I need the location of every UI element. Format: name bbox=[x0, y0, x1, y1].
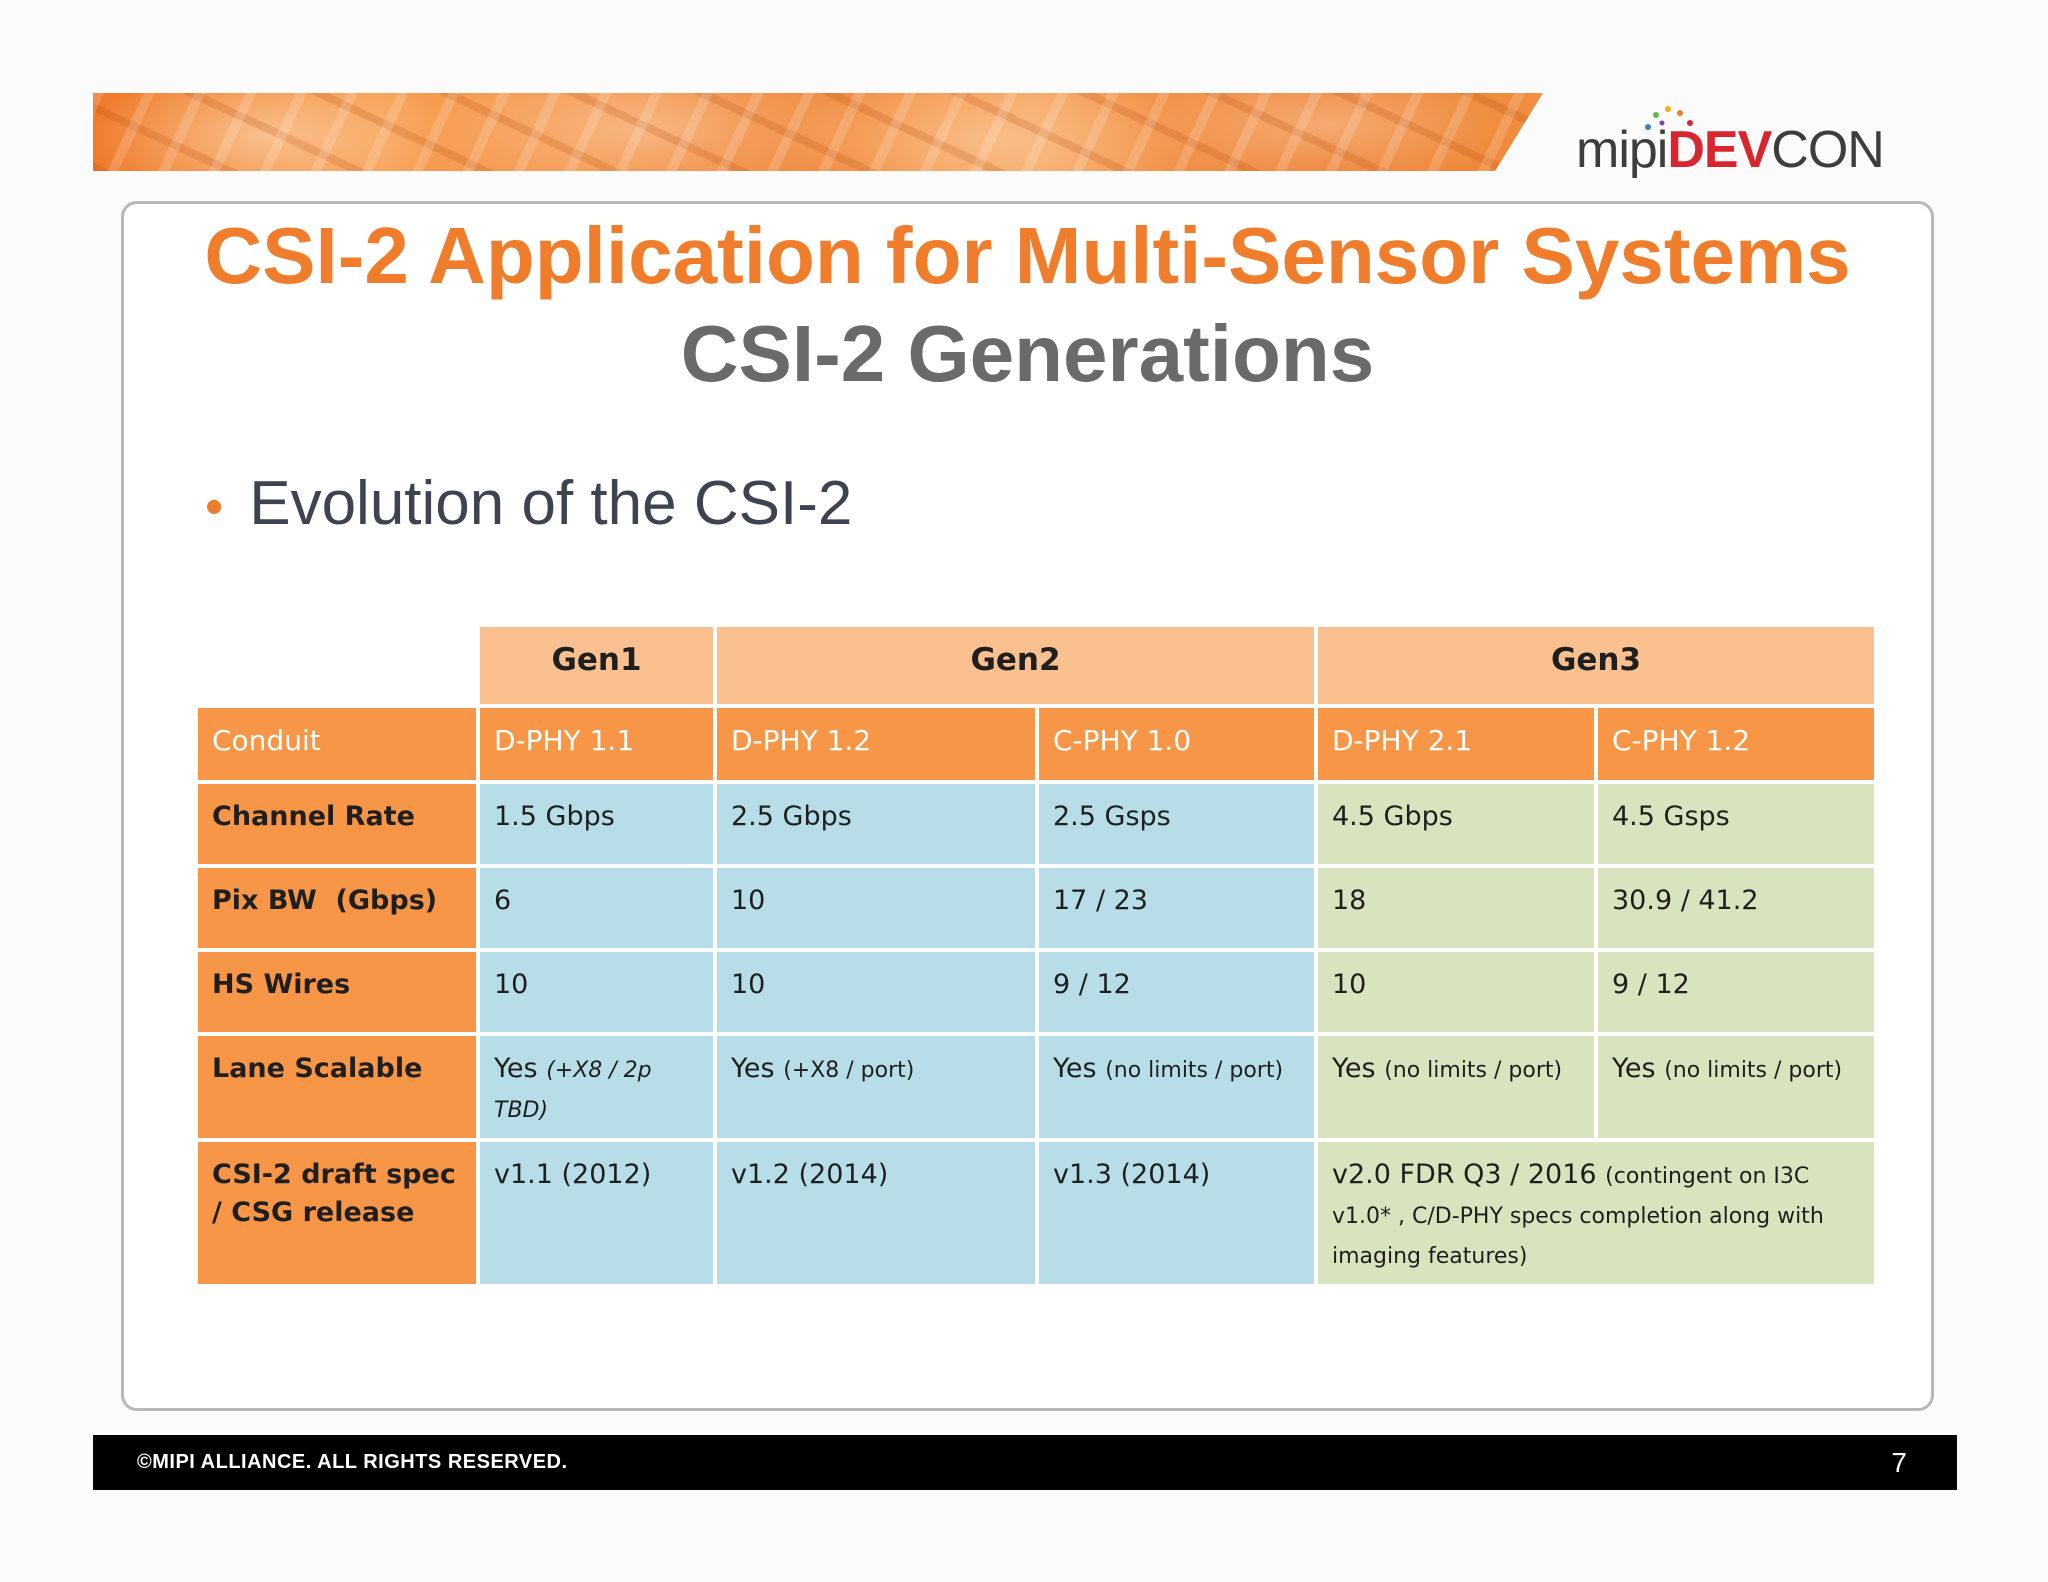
table-cell: Yes (no limits / port) bbox=[1039, 1036, 1314, 1138]
cell-note-text: (+X8 / 2p TBD) bbox=[494, 1058, 652, 1123]
logo-mipi-text: mipi bbox=[1576, 121, 1668, 179]
table-cell: v1.2 (2014) bbox=[717, 1142, 1035, 1284]
table-cell: v1.3 (2014) bbox=[1039, 1142, 1314, 1284]
table-cell: Yes (+X8 / port) bbox=[717, 1036, 1035, 1138]
cell-note-text: (no limits / port) bbox=[1664, 1058, 1843, 1083]
table-cell: C-PHY 1.2 bbox=[1598, 708, 1874, 780]
logo-dots-icon bbox=[1645, 106, 1693, 130]
bullet-point: • Evolution of the CSI-2 bbox=[205, 466, 852, 542]
cell-note-text: (no limits / port) bbox=[1105, 1058, 1284, 1083]
table-cell: D-PHY 1.2 bbox=[717, 708, 1035, 780]
table-cell: 1.5 Gbps bbox=[480, 784, 713, 864]
table-cell: Yes (no limits / port) bbox=[1598, 1036, 1874, 1138]
row-label: Conduit bbox=[198, 708, 476, 780]
gen2-header: Gen2 bbox=[717, 627, 1314, 704]
table-cell: 10 bbox=[717, 952, 1035, 1032]
conduit-row: Conduit D-PHY 1.1 D-PHY 1.2 C-PHY 1.0 D-… bbox=[198, 708, 1874, 780]
footer-bar: ©MIPI ALLIANCE. ALL RIGHTS RESERVED. 7 bbox=[93, 1435, 1957, 1490]
gen1-header: Gen1 bbox=[480, 627, 713, 704]
cell-note-text: (contingent on I3C v1.0* , C/D-PHY specs… bbox=[1332, 1164, 1824, 1269]
table-cell: 9 / 12 bbox=[1039, 952, 1314, 1032]
cell-main-text: Yes bbox=[1053, 1053, 1097, 1084]
table-cell: D-PHY 2.1 bbox=[1318, 708, 1594, 780]
release-row: CSI-2 draft spec / CSG release v1.1 (201… bbox=[198, 1142, 1874, 1284]
slide-title: CSI-2 Application for Multi-Sensor Syste… bbox=[204, 211, 1851, 300]
table-cell: 2.5 Gsps bbox=[1039, 784, 1314, 864]
table-cell: 4.5 Gbps bbox=[1318, 784, 1594, 864]
table-cell: 10 bbox=[717, 868, 1035, 948]
row-label: Pix BW (Gbps) bbox=[198, 868, 476, 948]
table-cell: 17 / 23 bbox=[1039, 868, 1314, 948]
gen3-header: Gen3 bbox=[1318, 627, 1874, 704]
cell-main-text: Yes bbox=[1612, 1053, 1656, 1084]
table-cell: 4.5 Gsps bbox=[1598, 784, 1874, 864]
logo-con-text: CON bbox=[1771, 121, 1885, 179]
header-banner-image bbox=[93, 93, 1543, 171]
cell-note-text: (no limits / port) bbox=[1384, 1058, 1563, 1083]
table-cell: 10 bbox=[480, 952, 713, 1032]
table-row: HS Wires 10 10 9 / 12 10 9 / 12 bbox=[198, 952, 1874, 1032]
lane-scalable-row: Lane Scalable Yes (+X8 / 2p TBD) Yes (+X… bbox=[198, 1036, 1874, 1138]
logo-dev-text: DEV bbox=[1667, 121, 1772, 179]
row-label: CSI-2 draft spec / CSG release bbox=[198, 1142, 476, 1284]
table-cell: 2.5 Gbps bbox=[717, 784, 1035, 864]
table-cell: D-PHY 1.1 bbox=[480, 708, 713, 780]
table-cell: 6 bbox=[480, 868, 713, 948]
row-label: Channel Rate bbox=[198, 784, 476, 864]
table-cell: 10 bbox=[1318, 952, 1594, 1032]
row-label: Lane Scalable bbox=[198, 1036, 476, 1138]
bullet-text: Evolution of the CSI-2 bbox=[249, 469, 853, 538]
table-cell: v2.0 FDR Q3 / 2016 (contingent on I3C v1… bbox=[1318, 1142, 1874, 1284]
mipi-devcon-logo: mipiDEVCON bbox=[1576, 118, 1916, 182]
cell-main-text: Yes bbox=[1332, 1053, 1376, 1084]
table-row: Channel Rate 1.5 Gbps 2.5 Gbps 2.5 Gsps … bbox=[198, 784, 1874, 864]
table-cell: C-PHY 1.0 bbox=[1039, 708, 1314, 780]
table-cell: v1.1 (2012) bbox=[480, 1142, 713, 1284]
table-row: Pix BW (Gbps) 6 10 17 / 23 18 30.9 / 41.… bbox=[198, 868, 1874, 948]
csi2-generations-table: Gen1 Gen2 Gen3 Conduit D-PHY 1.1 D-PHY 1… bbox=[194, 623, 1878, 1288]
page-number: 7 bbox=[1891, 1447, 1907, 1478]
table-cell: 18 bbox=[1318, 868, 1594, 948]
cell-main-text: Yes bbox=[731, 1053, 775, 1084]
table-cell: 9 / 12 bbox=[1598, 952, 1874, 1032]
cell-main-text: Yes bbox=[494, 1053, 538, 1084]
table-cell: 30.9 / 41.2 bbox=[1598, 868, 1874, 948]
table-cell: Yes (+X8 / 2p TBD) bbox=[480, 1036, 713, 1138]
cell-main-text: v2.0 FDR Q3 / 2016 bbox=[1332, 1159, 1597, 1190]
copyright-text: ©MIPI ALLIANCE. ALL RIGHTS RESERVED. bbox=[137, 1451, 568, 1473]
generation-header-row: Gen1 Gen2 Gen3 bbox=[198, 627, 1874, 704]
row-label: HS Wires bbox=[198, 952, 476, 1032]
bullet-dot-icon: • bbox=[205, 478, 224, 536]
cell-note-text: (+X8 / port) bbox=[783, 1058, 915, 1083]
blank-corner-cell bbox=[198, 627, 476, 704]
table-cell: Yes (no limits / port) bbox=[1318, 1036, 1594, 1138]
slide-subtitle: CSI-2 Generations bbox=[680, 309, 1375, 398]
